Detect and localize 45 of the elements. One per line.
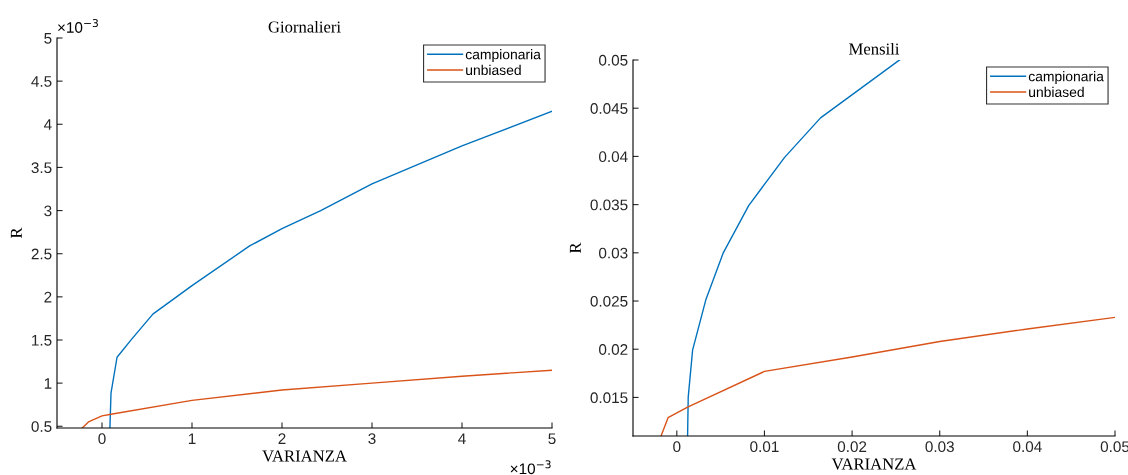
x-tick-label: 0 (98, 433, 106, 445)
x-axis-title: VARIANZA (262, 450, 347, 462)
line-series (109, 110, 552, 428)
y-tick-label: 5 (44, 33, 52, 44)
x-axis-title: VARIANZA (831, 458, 917, 470)
y-tick-label: 3.5 (31, 162, 52, 174)
y-tick-label: 4 (43, 119, 52, 130)
text: ×10$^{−3}$ (58, 18, 98, 33)
y-tick-label: 0.05 (599, 54, 628, 66)
y-tick-label: 0.04 (599, 151, 628, 163)
y-axis-title: R (10, 227, 22, 239)
x-tick-label: 2 (278, 433, 286, 444)
x-tick-label: 4 (458, 433, 466, 444)
legend-label: campionaria (1028, 71, 1104, 85)
line-series (81, 369, 552, 428)
y-tick-label: 1 (44, 378, 52, 389)
y-tick-label: 0.02 (599, 344, 628, 355)
x-tick-label: 1 (188, 433, 196, 444)
x-tick-label: 0.01 (750, 441, 779, 453)
line-series (660, 316, 1115, 436)
y-tick-label: 4.5 (31, 76, 52, 87)
text: ×10$^{−3}$ (510, 460, 551, 475)
legend-label: unbiased (466, 64, 521, 76)
y-tick-label: 0.015 (590, 392, 628, 404)
x-tick-label: 0.03 (925, 441, 954, 453)
y-tick-label: 0.025 (590, 295, 628, 307)
y-tick-label: 1.5 (32, 335, 52, 346)
y-tick-label: 2 (44, 291, 52, 303)
line-series (686, 60, 901, 436)
y-axis-title: R (569, 242, 581, 254)
x-tick-label: 0 (673, 441, 681, 453)
legend-label: campionaria (465, 49, 541, 63)
x-tick-label: 5 (548, 433, 556, 445)
y-tick-label: 0.03 (599, 247, 628, 259)
x-tick-label: 0.02 (837, 441, 867, 453)
chart-title: Giornalieri (268, 20, 341, 33)
y-tick-label: 0.045 (590, 103, 628, 114)
y-tick-label: 0.5 (31, 421, 52, 432)
y-tick-label: 0.035 (590, 199, 628, 211)
chart-title: Mensili (849, 42, 900, 55)
y-tick-label: 2.5 (31, 248, 52, 260)
x-tick-label: 0.04 (1013, 441, 1042, 453)
y-tick-label: 3 (44, 205, 52, 217)
legend-label: unbiased (1029, 86, 1084, 98)
x-tick-label: 3 (368, 433, 376, 445)
